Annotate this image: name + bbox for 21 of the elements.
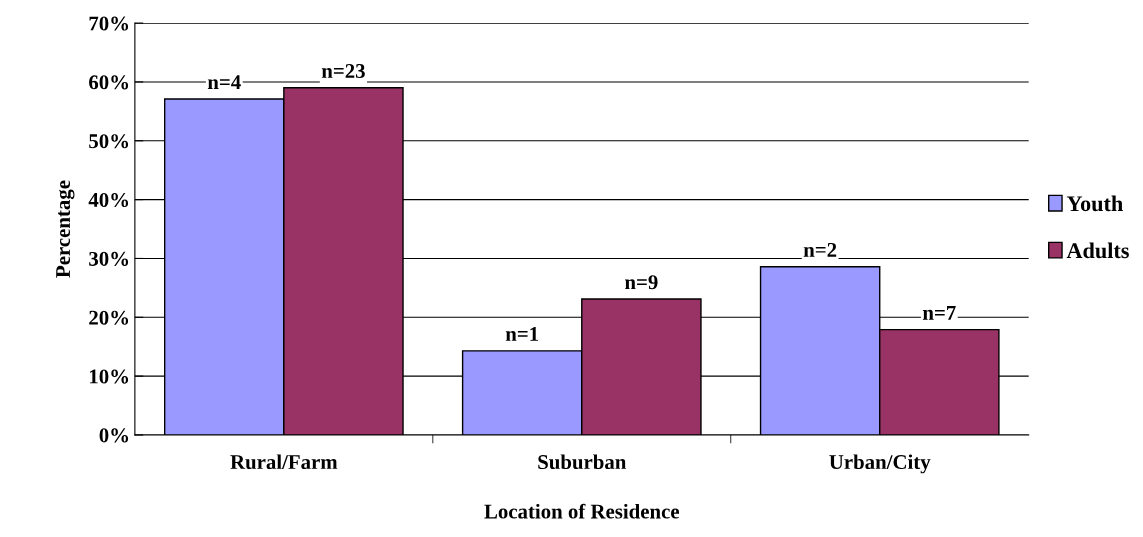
y-tick-label: 30%: [89, 251, 129, 266]
x-tick-label: Rural/Farm: [230, 454, 338, 470]
annotation: n=9: [625, 275, 658, 290]
y-tick-label: 10%: [90, 369, 129, 384]
legend-label: Adults: [1066, 242, 1129, 259]
annotation: n=7: [922, 306, 956, 320]
annotation: n=23: [321, 64, 365, 79]
x-tick-label: Suburban: [538, 454, 627, 470]
annotation: n=4: [207, 75, 241, 89]
y-tick-label: 70%: [89, 16, 129, 31]
y-tick-label: 40%: [88, 192, 129, 208]
y-tick-label: 0%: [99, 428, 129, 443]
annotation: n=1: [505, 327, 539, 341]
y-tick-label: 20%: [89, 310, 129, 325]
y-axis-title: Percentage: [56, 180, 75, 278]
legend-label: Youth: [1066, 195, 1123, 212]
annotation: n=2: [803, 242, 837, 257]
x-axis-title: Location of Residence: [484, 503, 680, 519]
y-tick-label: 50%: [89, 134, 129, 149]
y-tick-label: 60%: [89, 75, 129, 90]
x-tick-label: Urban/City: [829, 454, 931, 474]
